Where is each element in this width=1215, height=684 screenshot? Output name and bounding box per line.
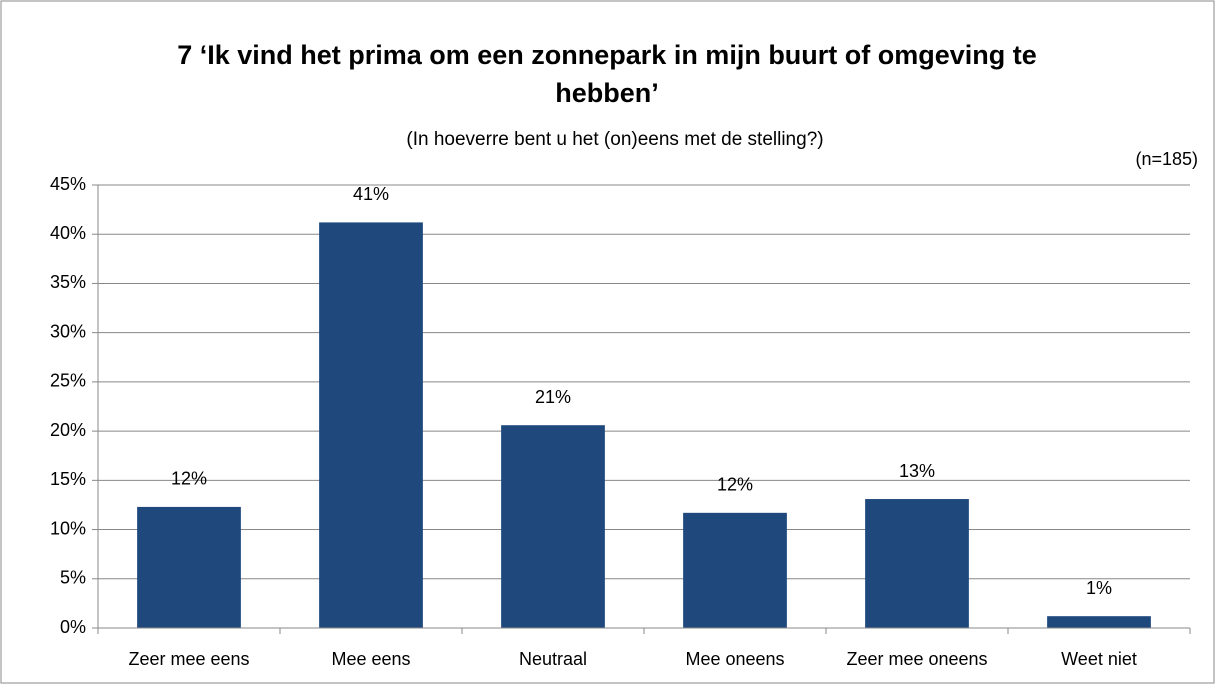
data-label: 1% [1086,578,1112,598]
y-tick-label: 15% [50,469,86,489]
y-tick-label: 10% [50,518,86,538]
bar [137,506,241,628]
x-tick-label: Zeer mee eens [128,649,249,669]
x-tick-label: Mee eens [331,649,410,669]
data-label: 21% [535,387,571,407]
x-tick-label: Zeer mee oneens [846,649,987,669]
bar [501,425,605,628]
y-tick-label: 30% [50,321,86,341]
x-tick-label: Neutraal [519,649,587,669]
annotation: (n=185) [1135,149,1198,169]
data-label: 12% [171,469,207,489]
y-tick-label: 0% [60,617,86,637]
y-tick-label: 5% [60,568,86,588]
data-label: 12% [717,475,753,495]
chart-subtitle: (In hoeverre bent u het (on)eens met de … [406,129,823,150]
bar [1047,616,1151,628]
y-tick-label: 45% [50,174,86,194]
y-tick-label: 20% [50,420,86,440]
y-tick-label: 35% [50,272,86,292]
bar [865,499,969,628]
y-tick-label: 40% [50,223,86,243]
data-label: 13% [899,461,935,481]
chart-title: 7 ‘Ik vind het prima om een zonnepark in… [177,40,1037,108]
y-tick-label: 25% [50,371,86,391]
bar [319,222,423,629]
x-tick-label: Weet niet [1061,649,1137,669]
x-tick-label: Mee oneens [685,649,784,669]
bar [683,512,787,628]
data-label: 41% [353,184,389,204]
